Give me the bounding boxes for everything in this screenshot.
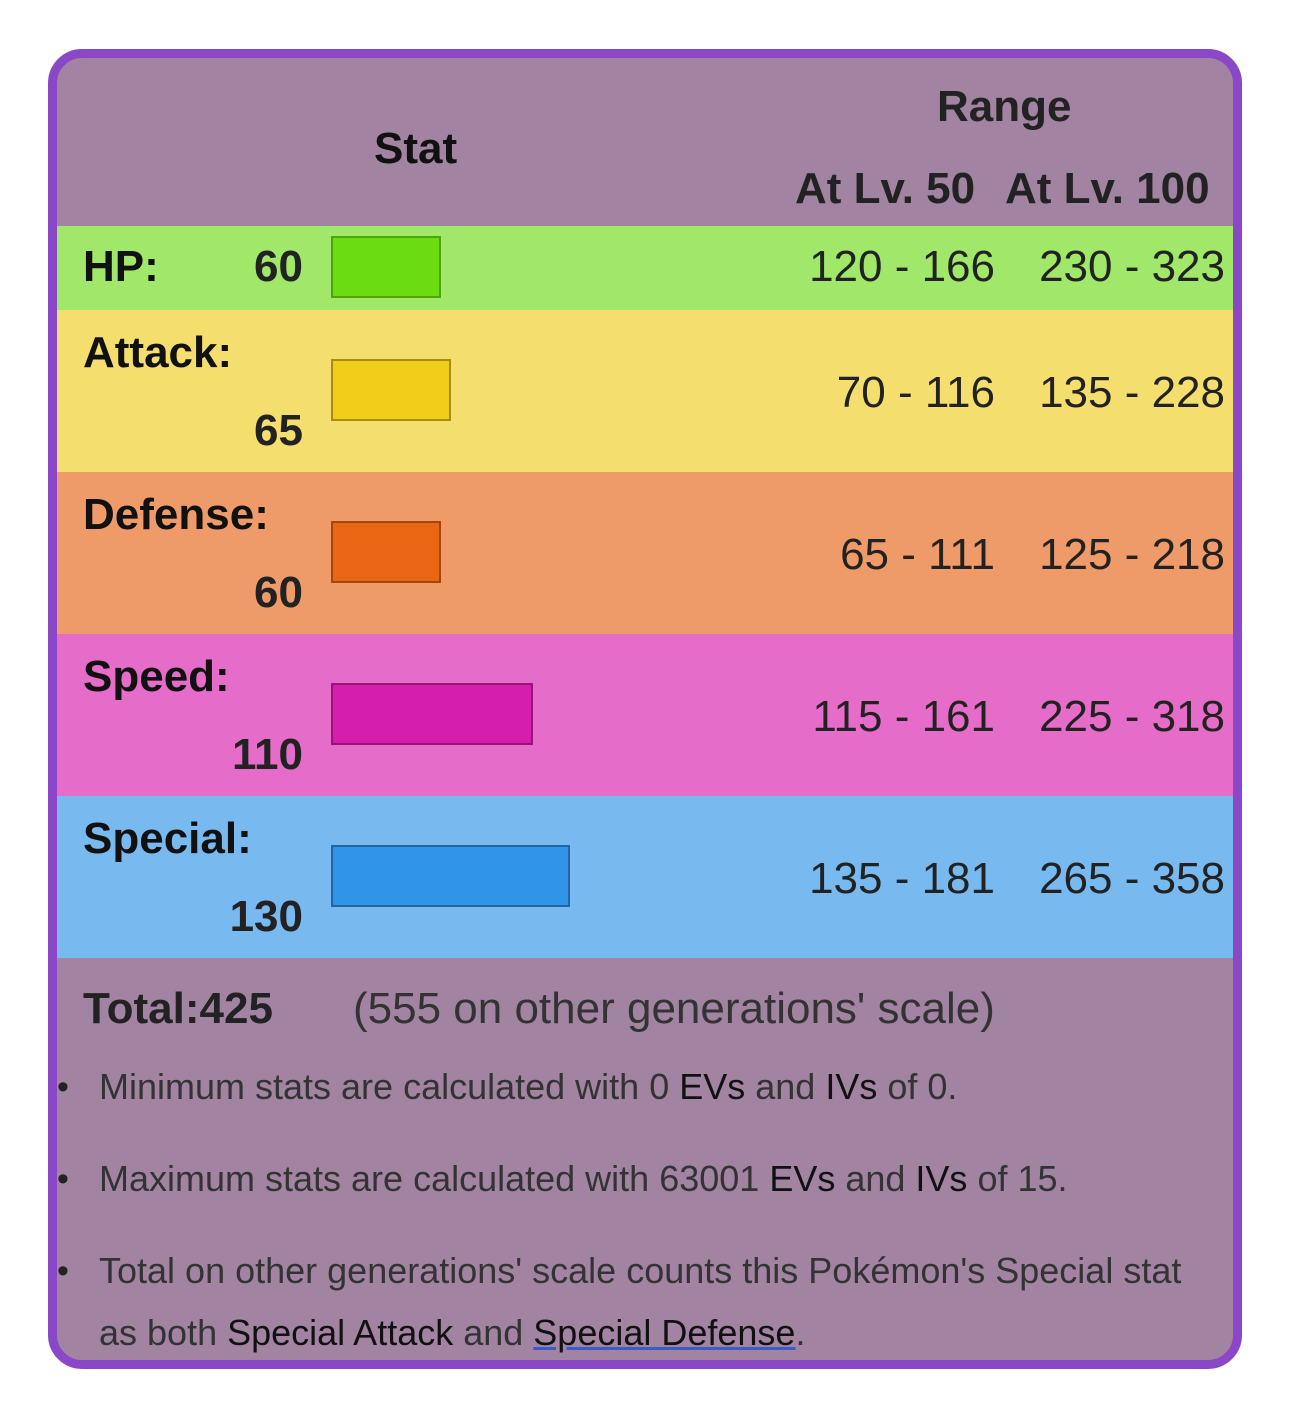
- note-text: .: [795, 1312, 806, 1353]
- base-stats-panel: Stat Range At Lv. 50 At Lv. 100 HP: 60 1…: [48, 49, 1242, 1369]
- note-text: of 0.: [877, 1066, 958, 1107]
- range-lv50: 115 - 161: [812, 692, 995, 741]
- ivs-link[interactable]: IVs: [915, 1158, 968, 1199]
- range-column-header: Range: [937, 82, 1072, 131]
- evs-link[interactable]: EVs: [769, 1158, 836, 1199]
- ivs-link[interactable]: IVs: [825, 1066, 878, 1107]
- stat-bar: [331, 359, 451, 421]
- stat-value: 60: [254, 568, 303, 617]
- stat-row-defense: Defense: 60 65 - 111 125 - 218: [57, 472, 1233, 634]
- stat-column-header: Stat: [374, 124, 458, 173]
- stat-notes-list: Minimum stats are calculated with 0 EVs …: [57, 1056, 1219, 1360]
- stat-bar: [331, 845, 570, 907]
- stat-name: Speed:: [83, 652, 230, 701]
- note-text: and: [453, 1312, 534, 1353]
- stat-row-hp: HP: 60 120 - 166 230 - 323: [57, 226, 1233, 310]
- stat-row-speed: Speed: 110 115 - 161 225 - 318: [57, 634, 1233, 796]
- range-lv100: 135 - 228: [1039, 368, 1225, 417]
- stat-value: 60: [254, 242, 303, 291]
- total-value: 425: [199, 984, 273, 1033]
- range-lv100: 225 - 318: [1039, 692, 1225, 741]
- range-lv100: 230 - 323: [1039, 242, 1225, 291]
- note-text: Minimum stats are calculated with 0: [99, 1066, 680, 1107]
- stat-row-special: Special: 130 135 - 181 265 - 358: [57, 796, 1233, 958]
- range-lv50: 120 - 166: [809, 242, 995, 291]
- total-stats: Total:425: [83, 984, 273, 1034]
- level-100-header: At Lv. 100: [1005, 164, 1210, 213]
- note-text: Total on other generations' scale counts…: [99, 1250, 1182, 1353]
- stat-value: 110: [232, 730, 303, 779]
- range-lv50: 65 - 111: [840, 530, 995, 579]
- evs-link[interactable]: EVs: [679, 1066, 746, 1107]
- range-lv50: 135 - 181: [809, 854, 995, 903]
- stat-value: 130: [229, 892, 303, 941]
- range-lv100: 265 - 358: [1039, 854, 1225, 903]
- total-label: Total:: [83, 984, 200, 1033]
- range-lv100: 125 - 218: [1039, 530, 1225, 579]
- stat-bar: [331, 683, 533, 745]
- stat-row-attack: Attack: 65 70 - 116 135 - 228: [57, 310, 1233, 472]
- stat-name: Defense:: [83, 490, 269, 539]
- stat-name: Special:: [83, 814, 252, 863]
- list-item: Minimum stats are calculated with 0 EVs …: [57, 1056, 1219, 1118]
- note-text: of 15.: [967, 1158, 1068, 1199]
- level-50-header: At Lv. 50: [795, 164, 976, 213]
- note-text: Maximum stats are calculated with 63001: [99, 1158, 770, 1199]
- note-text: and: [835, 1158, 916, 1199]
- stat-name: Attack:: [83, 328, 233, 377]
- stat-bar: [331, 236, 441, 298]
- list-item: Maximum stats are calculated with 63001 …: [57, 1148, 1219, 1210]
- stat-bar: [331, 521, 441, 583]
- note-text: and: [745, 1066, 826, 1107]
- other-scale-total: (555 on other generations' scale): [353, 984, 995, 1033]
- list-item: Total on other generations' scale counts…: [57, 1240, 1219, 1360]
- special-attack-link[interactable]: Special Attack: [227, 1312, 454, 1353]
- stat-name: HP:: [83, 242, 159, 291]
- stat-value: 65: [254, 406, 303, 455]
- range-lv50: 70 - 116: [836, 368, 995, 417]
- special-defense-link[interactable]: Special Defense: [533, 1312, 796, 1353]
